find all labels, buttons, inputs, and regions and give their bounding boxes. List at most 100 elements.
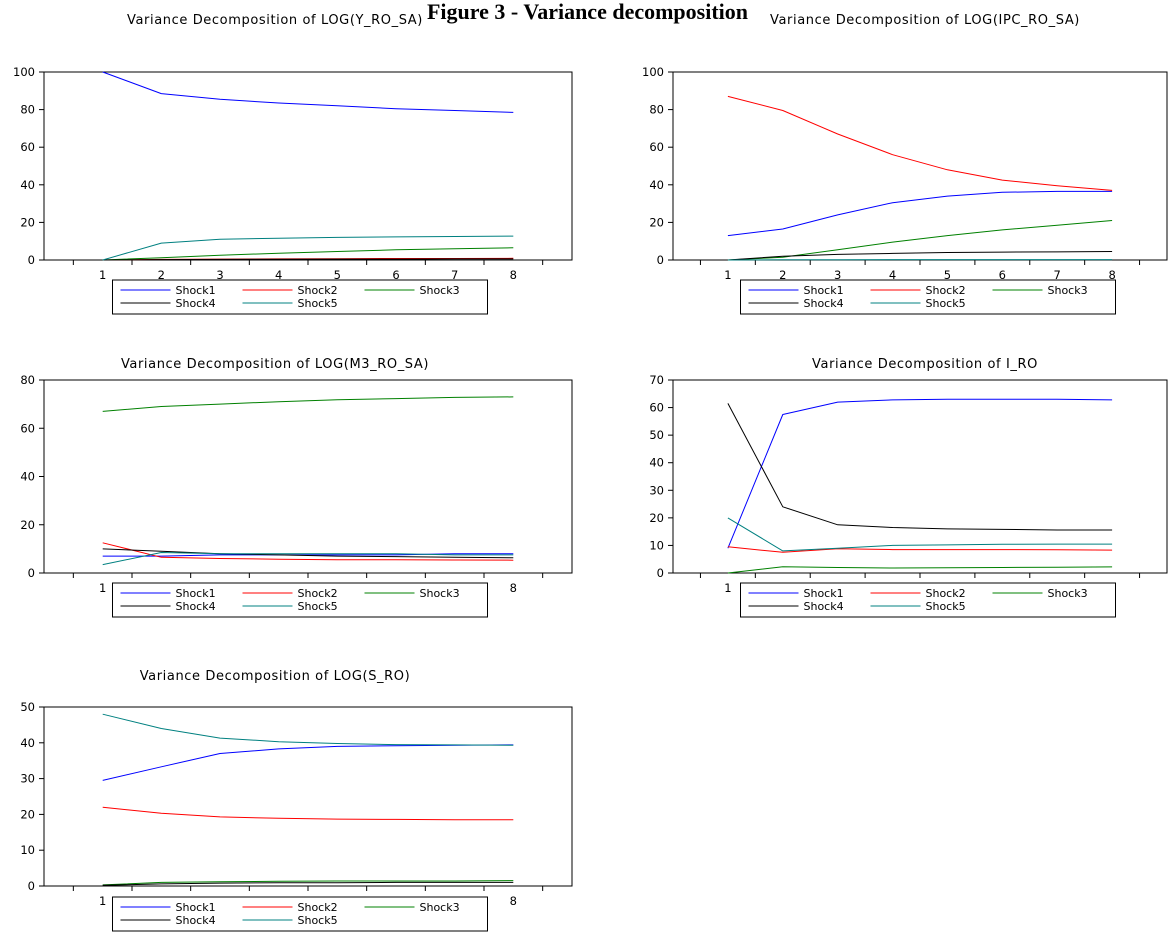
series-line-shock5 xyxy=(102,235,514,261)
figure-title: Figure 3 - Variance decomposition xyxy=(426,0,749,24)
y-tick-label: 60 xyxy=(649,401,664,415)
chart-title: Variance Decomposition of LOG(Y_RO_SA) xyxy=(127,13,423,28)
legend-label-shock5: Shock5 xyxy=(926,297,966,310)
legend-label-shock2: Shock2 xyxy=(298,901,338,914)
x-tick-label: 8 xyxy=(510,581,517,595)
chart-log-m3-ro-sa: Variance Decomposition of LOG(M3_RO_SA) 0… xyxy=(20,357,573,618)
chart-log-y-ro-sa: Variance Decomposition of LOG(Y_RO_SA) 0 2… xyxy=(13,13,573,315)
plot-frame xyxy=(672,71,1168,261)
y-tick-label: 50 xyxy=(20,700,35,714)
y-tick-label: 40 xyxy=(20,736,35,750)
legend-label-shock1: Shock1 xyxy=(804,587,844,600)
y-tick-label: 0 xyxy=(657,253,664,267)
y-tick-label: 40 xyxy=(20,470,35,484)
series-line-shock3 xyxy=(727,566,1113,574)
plot-frame xyxy=(43,379,573,574)
legend-label-shock4: Shock4 xyxy=(804,600,844,613)
legend-label-shock2: Shock2 xyxy=(926,284,966,297)
legend-box xyxy=(112,279,488,315)
chart-log-s-ro: Variance Decomposition of LOG(S_RO) 0 10 20… xyxy=(20,669,573,932)
series-line-shock1 xyxy=(727,398,1113,549)
x-tick-label: 1 xyxy=(99,581,106,595)
y-tick-label: 0 xyxy=(28,566,35,580)
y-tick-label: 80 xyxy=(649,103,664,117)
y-tick-label: 10 xyxy=(649,538,664,552)
legend-box xyxy=(112,896,488,932)
series-line-shock2 xyxy=(727,546,1113,553)
y-tick-label: 40 xyxy=(649,456,664,470)
x-tick-label: 3 xyxy=(216,268,223,282)
series-line-shock3 xyxy=(102,247,514,261)
y-tick-label: 100 xyxy=(642,65,664,79)
y-tick-label: 80 xyxy=(20,373,35,387)
legend-box xyxy=(740,279,1116,315)
legend-label-shock2: Shock2 xyxy=(298,284,338,297)
y-tick-label: 40 xyxy=(649,178,664,192)
x-tick-label: 8 xyxy=(510,268,517,282)
series-line-shock1 xyxy=(727,190,1113,237)
legend-label-shock3: Shock3 xyxy=(420,587,460,600)
x-tick-label: 8 xyxy=(510,894,517,908)
series-line-shock2 xyxy=(102,806,514,821)
y-tick-label: 40 xyxy=(20,178,35,192)
y-tick-label: 60 xyxy=(20,421,35,435)
legend-label-shock4: Shock4 xyxy=(804,297,844,310)
y-tick-label: 20 xyxy=(649,511,664,525)
legend-label-shock2: Shock2 xyxy=(926,587,966,600)
x-tick-label: 1 xyxy=(724,268,731,282)
y-tick-label: 20 xyxy=(20,807,35,821)
y-tick-label: 80 xyxy=(20,103,35,117)
series-line-shock4 xyxy=(727,403,1113,531)
legend-box xyxy=(112,582,488,618)
series-line-shock3 xyxy=(102,396,514,412)
legend-box xyxy=(740,582,1116,618)
x-tick-label: 1 xyxy=(724,581,731,595)
series-line-shock3 xyxy=(727,220,1113,261)
legend-label-shock5: Shock5 xyxy=(298,914,338,927)
y-tick-label: 50 xyxy=(649,428,664,442)
series-line-shock5 xyxy=(727,517,1113,552)
x-tick-label: 2 xyxy=(779,268,786,282)
y-tick-label: 70 xyxy=(649,373,664,387)
x-tick-label: 4 xyxy=(889,268,896,282)
y-tick-label: 20 xyxy=(649,215,664,229)
x-tick-label: 1 xyxy=(99,894,106,908)
series-line-shock1 xyxy=(102,553,514,557)
chart-title: Variance Decomposition of I_RO xyxy=(812,357,1038,372)
y-tick-label: 100 xyxy=(13,65,35,79)
legend-label-shock1: Shock1 xyxy=(176,901,216,914)
y-tick-label: 0 xyxy=(657,566,664,580)
x-tick-label: 7 xyxy=(451,268,458,282)
y-tick-label: 30 xyxy=(20,772,35,786)
plot-frame xyxy=(43,71,573,261)
legend-label-shock4: Shock4 xyxy=(176,600,216,613)
x-tick-label: 1 xyxy=(99,268,106,282)
legend-label-shock3: Shock3 xyxy=(420,901,460,914)
chart-title: Variance Decomposition of LOG(IPC_RO_SA) xyxy=(770,13,1080,28)
y-tick-label: 60 xyxy=(20,140,35,154)
series-line-shock4 xyxy=(102,258,514,261)
legend-label-shock4: Shock4 xyxy=(176,297,216,310)
legend-label-shock5: Shock5 xyxy=(298,600,338,613)
series-line-shock4 xyxy=(727,251,1113,261)
legend-label-shock5: Shock5 xyxy=(298,297,338,310)
series-line-shock5 xyxy=(102,713,514,746)
legend-label-shock3: Shock3 xyxy=(1048,587,1088,600)
legend-label-shock1: Shock1 xyxy=(804,284,844,297)
x-tick-label: 4 xyxy=(275,268,282,282)
x-tick-label: 2 xyxy=(158,268,165,282)
y-tick-label: 0 xyxy=(28,253,35,267)
x-tick-label: 5 xyxy=(334,268,341,282)
y-tick-label: 30 xyxy=(649,483,664,497)
legend-label-shock2: Shock2 xyxy=(298,587,338,600)
y-tick-label: 20 xyxy=(20,518,35,532)
series-line-shock4 xyxy=(102,881,514,886)
legend-label-shock5: Shock5 xyxy=(926,600,966,613)
x-tick-label: 7 xyxy=(1054,268,1061,282)
series-line-shock1 xyxy=(102,744,514,781)
series-line-shock2 xyxy=(727,95,1113,191)
y-tick-label: 20 xyxy=(20,215,35,229)
x-tick-label: 6 xyxy=(999,268,1006,282)
x-tick-label: 3 xyxy=(834,268,841,282)
